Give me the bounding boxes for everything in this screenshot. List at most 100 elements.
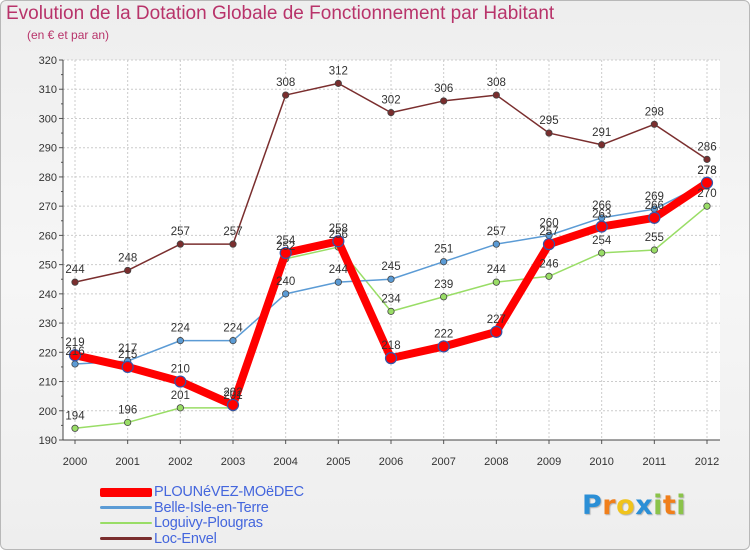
- y-tick-label: 290: [39, 143, 57, 155]
- x-tick-label: 2009: [537, 456, 561, 468]
- data-point: [440, 258, 448, 266]
- x-tick-label: 2004: [273, 456, 297, 468]
- data-label: 194: [65, 410, 85, 422]
- data-label: 278: [697, 165, 716, 177]
- data-point: [176, 240, 184, 248]
- data-label: 256: [329, 229, 348, 241]
- data-label: 215: [118, 349, 137, 361]
- x-tick-label: 2011: [643, 456, 667, 468]
- y-tick-label: 250: [39, 260, 57, 272]
- data-label: 245: [381, 261, 400, 273]
- y-tick-label: 210: [39, 377, 57, 389]
- logo-letter: t: [662, 490, 677, 521]
- data-label: 196: [118, 404, 137, 416]
- data-point: [124, 418, 132, 427]
- data-point: [176, 404, 184, 412]
- x-tick-label: 2005: [326, 456, 350, 468]
- y-tick-label: 190: [39, 435, 57, 447]
- data-point: [440, 97, 448, 105]
- data-label: 306: [434, 83, 453, 95]
- chart-title: Evolution de la Dotation Globale de Fonc…: [6, 3, 555, 24]
- data-point: [174, 375, 187, 388]
- data-label: 217: [118, 343, 137, 355]
- data-label: 257: [223, 226, 242, 238]
- x-tick-label: 2002: [168, 456, 192, 468]
- data-label: 266: [592, 200, 611, 212]
- data-point: [332, 235, 345, 248]
- legend-swatch: [100, 537, 152, 540]
- data-label: 269: [645, 191, 664, 203]
- data-label: 246: [539, 258, 558, 270]
- data-label: 291: [592, 127, 611, 139]
- x-tick-label: 2003: [221, 456, 245, 468]
- data-label: 201: [171, 390, 190, 402]
- data-point: [492, 278, 500, 286]
- data-label: 251: [434, 244, 453, 256]
- logo-letter: P: [582, 490, 603, 521]
- legend-label: Loc-Envel: [154, 530, 217, 547]
- data-label: 263: [592, 209, 611, 221]
- data-label: 308: [487, 77, 506, 89]
- data-point: [121, 360, 134, 374]
- data-point: [334, 278, 342, 286]
- data-point: [71, 360, 79, 368]
- data-label: 260: [539, 217, 558, 229]
- data-point: [595, 220, 608, 233]
- logo-letter: i: [653, 490, 663, 521]
- data-point: [334, 79, 342, 87]
- data-label: 216: [65, 346, 84, 358]
- data-label: 234: [381, 293, 401, 305]
- data-point: [545, 129, 553, 137]
- x-tick-label: 2001: [115, 456, 139, 468]
- y-tick-label: 240: [39, 289, 57, 301]
- data-label: 219: [65, 337, 84, 349]
- x-tick-label: 2008: [484, 456, 508, 468]
- y-tick-label: 270: [39, 201, 57, 213]
- data-point: [124, 266, 132, 275]
- data-point: [387, 307, 395, 315]
- data-point: [598, 141, 606, 149]
- data-point: [648, 211, 661, 224]
- data-point: [229, 240, 237, 248]
- data-label: 224: [171, 323, 191, 335]
- y-tick-label: 320: [39, 55, 57, 67]
- data-label: 210: [171, 364, 190, 376]
- data-point: [545, 272, 553, 280]
- data-label: 286: [697, 141, 716, 153]
- data-label: 257: [539, 226, 558, 238]
- data-label: 240: [276, 276, 295, 288]
- data-point: [387, 275, 395, 283]
- data-label: 252: [276, 241, 295, 253]
- data-label: 254: [276, 235, 296, 247]
- data-point: [490, 325, 503, 338]
- data-point: [68, 349, 82, 362]
- data-label: 312: [329, 65, 348, 77]
- data-point: [492, 91, 500, 99]
- logo-letter: x: [635, 490, 654, 521]
- data-point: [229, 337, 237, 345]
- data-point: [437, 340, 450, 353]
- chart-subtitle: (en € et par an): [27, 28, 110, 42]
- data-label: 201: [223, 390, 242, 402]
- data-point: [542, 238, 556, 251]
- data-label: 308: [276, 77, 295, 89]
- data-point: [703, 202, 711, 210]
- data-label: 248: [118, 252, 137, 264]
- x-tick-label: 2010: [589, 456, 613, 468]
- data-label: 254: [592, 235, 612, 247]
- data-label: 227: [487, 314, 506, 326]
- data-label: 302: [381, 95, 400, 107]
- data-point: [226, 398, 240, 412]
- legend-swatch: [100, 521, 152, 525]
- x-tick-label: 2006: [379, 456, 403, 468]
- data-point: [71, 424, 79, 432]
- data-point: [650, 120, 658, 128]
- data-point: [71, 278, 79, 286]
- y-tick-label: 280: [39, 172, 57, 184]
- data-label: 239: [434, 279, 453, 291]
- data-label: 295: [539, 115, 558, 127]
- data-label: 244: [65, 264, 85, 276]
- y-tick-label: 200: [39, 406, 57, 418]
- legend-label: Loguivy-Plougras: [154, 515, 263, 531]
- logo-letter: r: [602, 490, 617, 521]
